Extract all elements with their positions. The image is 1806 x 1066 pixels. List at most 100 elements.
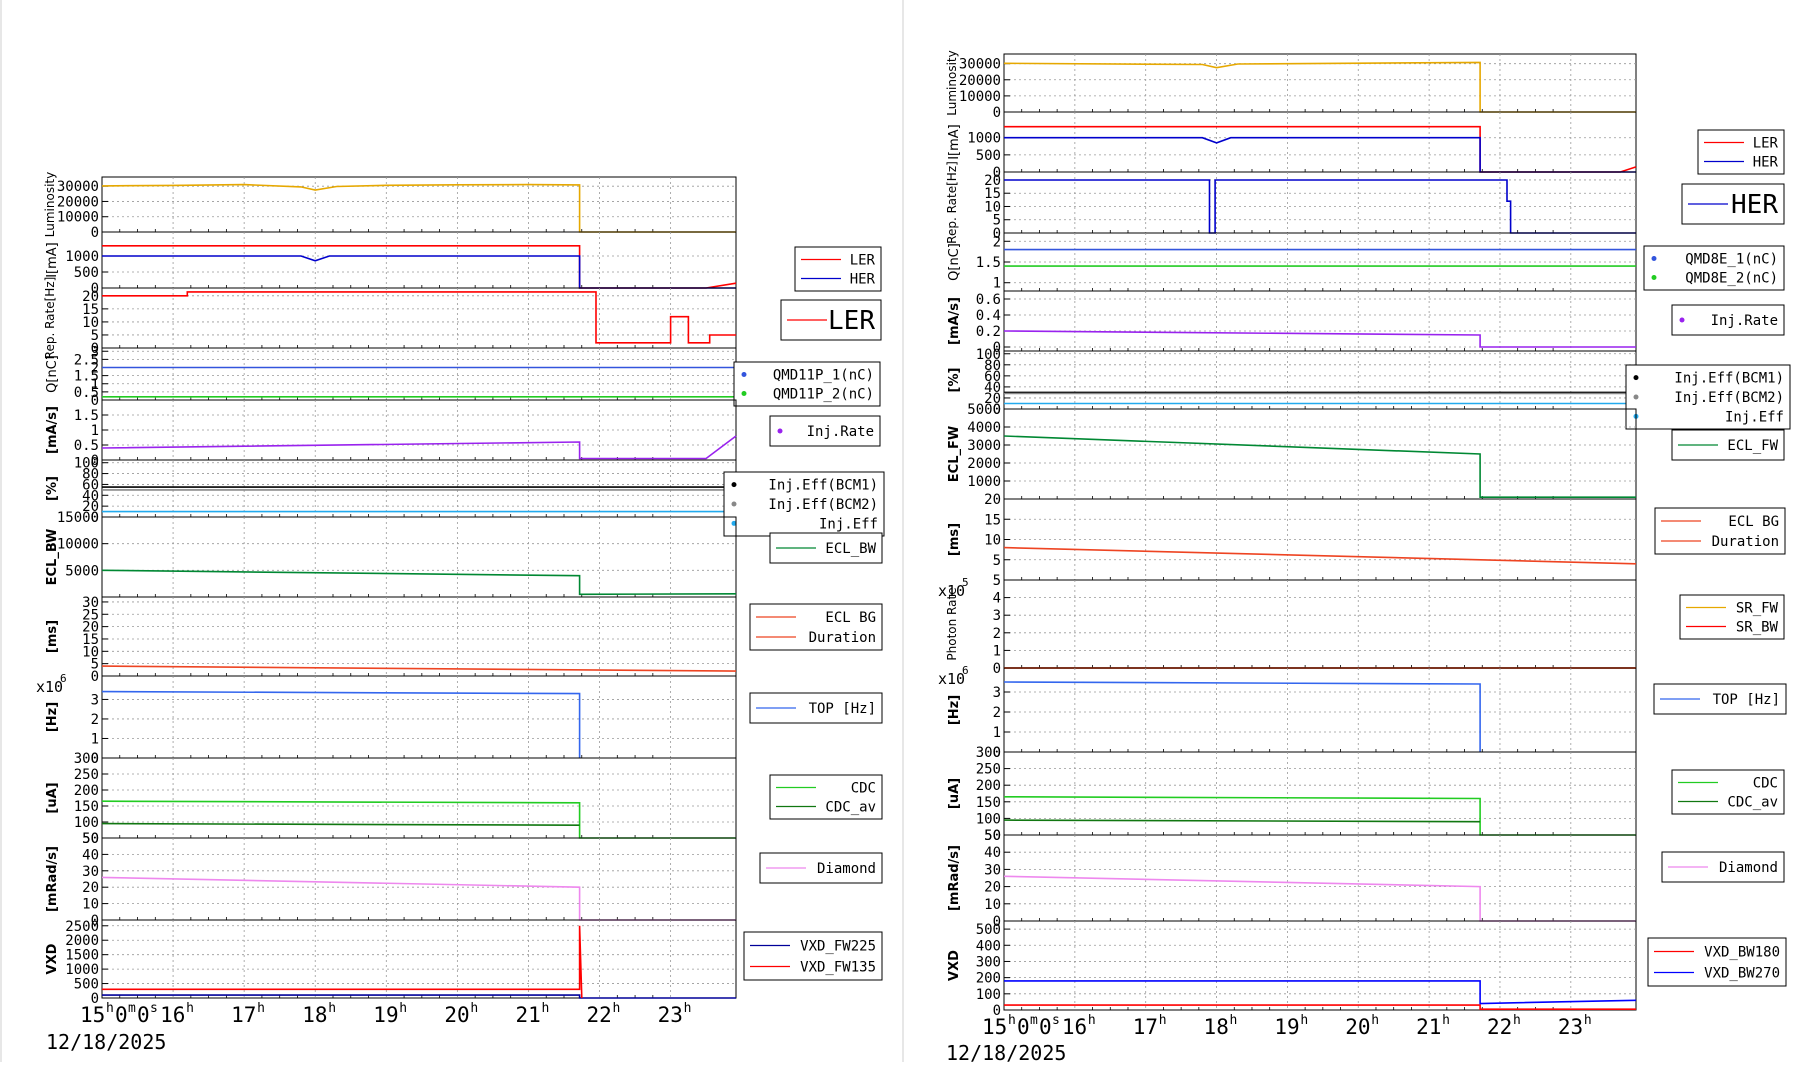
y-tick-label: 20: [984, 391, 1001, 407]
hour-suffix: h: [328, 1001, 336, 1016]
y-tick-label: 15000: [57, 510, 99, 526]
y-tick-label: 1.5: [74, 408, 99, 424]
subplot-frame: [1003, 408, 1637, 500]
y-axis-label: Luminosity: [43, 172, 57, 237]
legend-label: QMD8E_1(nC): [1685, 252, 1778, 268]
y-axis-label: I[mA]: [45, 242, 60, 278]
legend-label: TOP [Hz]: [809, 701, 876, 717]
series-ler: [1004, 125, 1637, 173]
y-tick-label: 1.5: [976, 255, 1001, 271]
y-tick-label: 5: [993, 213, 1001, 229]
y-tick-label: 250: [74, 767, 99, 783]
y-tick-label: 40: [82, 847, 99, 863]
legend-ma-s: Inj.Rate: [1671, 304, 1785, 336]
hour-label: 20: [444, 1003, 469, 1027]
legend-box: [1625, 364, 1791, 430]
y-tick-label: 2: [993, 705, 1001, 721]
legend-marker: [1633, 375, 1639, 381]
y-tick-label: 150: [74, 799, 99, 815]
hour-label: 19: [1274, 1015, 1299, 1039]
y-tick-label: 0: [993, 1003, 1001, 1019]
y-tick-label: 30000: [959, 57, 1001, 73]
series-inj-rate: [101, 435, 737, 460]
y-tick-label: 0: [91, 453, 99, 469]
legend-label: CDC: [851, 781, 876, 797]
y-tick-label: 15: [984, 512, 1001, 528]
legend-q-nc: QMD11P_1(nC) QMD11P_2(nC): [733, 361, 881, 407]
series-vxd-fw135: [102, 925, 583, 999]
y-tick-label: 30000: [57, 179, 99, 195]
y-tick-label: 1000: [65, 962, 99, 978]
legend-box: [1643, 245, 1785, 291]
legend-label: QMD11P_2(nC): [773, 387, 874, 403]
legend-box: [1697, 129, 1785, 175]
series-inj-rate: [1003, 330, 1636, 348]
legend-marker: [1679, 317, 1685, 323]
y-tick-label: 80: [82, 467, 99, 483]
legend-label: TOP [Hz]: [1713, 692, 1780, 708]
y-tick-label: 2000: [967, 456, 1001, 472]
y-axis-label: [mRad/s]: [947, 845, 962, 911]
legend-label: Diamond: [817, 861, 876, 877]
legend-q-nc: QMD8E_1(nC) QMD8E_2(nC): [1643, 245, 1785, 291]
series-diamond: [1003, 875, 1636, 922]
y-tick-label: 200: [74, 783, 99, 799]
time-unit-superscript: m: [128, 1001, 136, 1016]
subplot-q-nc: 00.511.522.53Q[nC] QMD11P_1(nC)QMD11P_2(n…: [45, 344, 881, 409]
y-tick-label: 1: [993, 725, 1001, 741]
time-unit-superscript: m: [1030, 1013, 1038, 1028]
time-start-label: 0: [137, 1003, 150, 1027]
y-tick-label: 0: [993, 914, 1001, 930]
legend-i-ma: LER HER: [1697, 129, 1785, 175]
y-tick-label: 2: [91, 712, 99, 728]
y-axis-label: [%]: [45, 476, 60, 501]
legend-box: [1647, 937, 1787, 987]
y-tick-label: 10000: [57, 210, 99, 226]
legend-label: ECL BG: [825, 610, 876, 626]
hour-label: 22: [587, 1003, 612, 1027]
time-start-label: 0: [115, 1003, 128, 1027]
subplot-frame: [101, 596, 737, 677]
hour-label: 20: [1345, 1015, 1370, 1039]
y-tick-label: 0: [91, 510, 99, 526]
y-tick-label: 3000: [967, 438, 1001, 454]
y-tick-label: 0: [993, 745, 1001, 761]
y-tick-label: 1000: [65, 249, 99, 265]
y-tick-label: 300: [976, 745, 1001, 761]
hour-suffix: h: [1584, 1013, 1592, 1028]
series-diamond: [101, 876, 736, 921]
legend-box: [769, 415, 881, 447]
series-vxd-bw180: [1004, 1004, 1636, 1011]
subplot-frame: [101, 459, 737, 518]
y-axis-label: [Hz]: [45, 702, 60, 732]
y-tick-label: 2000: [65, 933, 99, 949]
legend-label: Inj.Rate: [1711, 313, 1778, 329]
y-axis-label: [Hz]: [947, 695, 962, 725]
y-tick-label: 0: [91, 225, 99, 241]
y-tick-label: 20: [984, 492, 1001, 508]
y-tick-label: 15: [984, 186, 1001, 202]
y-tick-label: 0.4: [976, 308, 1001, 324]
y-tick-label: 5000: [65, 563, 99, 579]
legend-mrad-s: Diamond: [1661, 851, 1785, 883]
legend-hz: TOP [Hz]: [1653, 683, 1787, 715]
series-ecl-bw: [101, 569, 737, 596]
series-top-hz: [101, 690, 581, 758]
y-tick-label: 0: [91, 751, 99, 767]
legend-box: [733, 361, 881, 407]
legend-ua: CDC CDC_av: [769, 774, 883, 820]
y-tick-label: 100: [74, 815, 99, 831]
legend-marker: [741, 372, 747, 377]
y-axis-label: [%]: [947, 368, 962, 393]
y-tick-label: 100: [976, 811, 1001, 827]
y-tick-label: 3: [91, 344, 99, 360]
subplot-frame: [1003, 111, 1637, 173]
y-tick-label: 0: [993, 165, 1001, 181]
